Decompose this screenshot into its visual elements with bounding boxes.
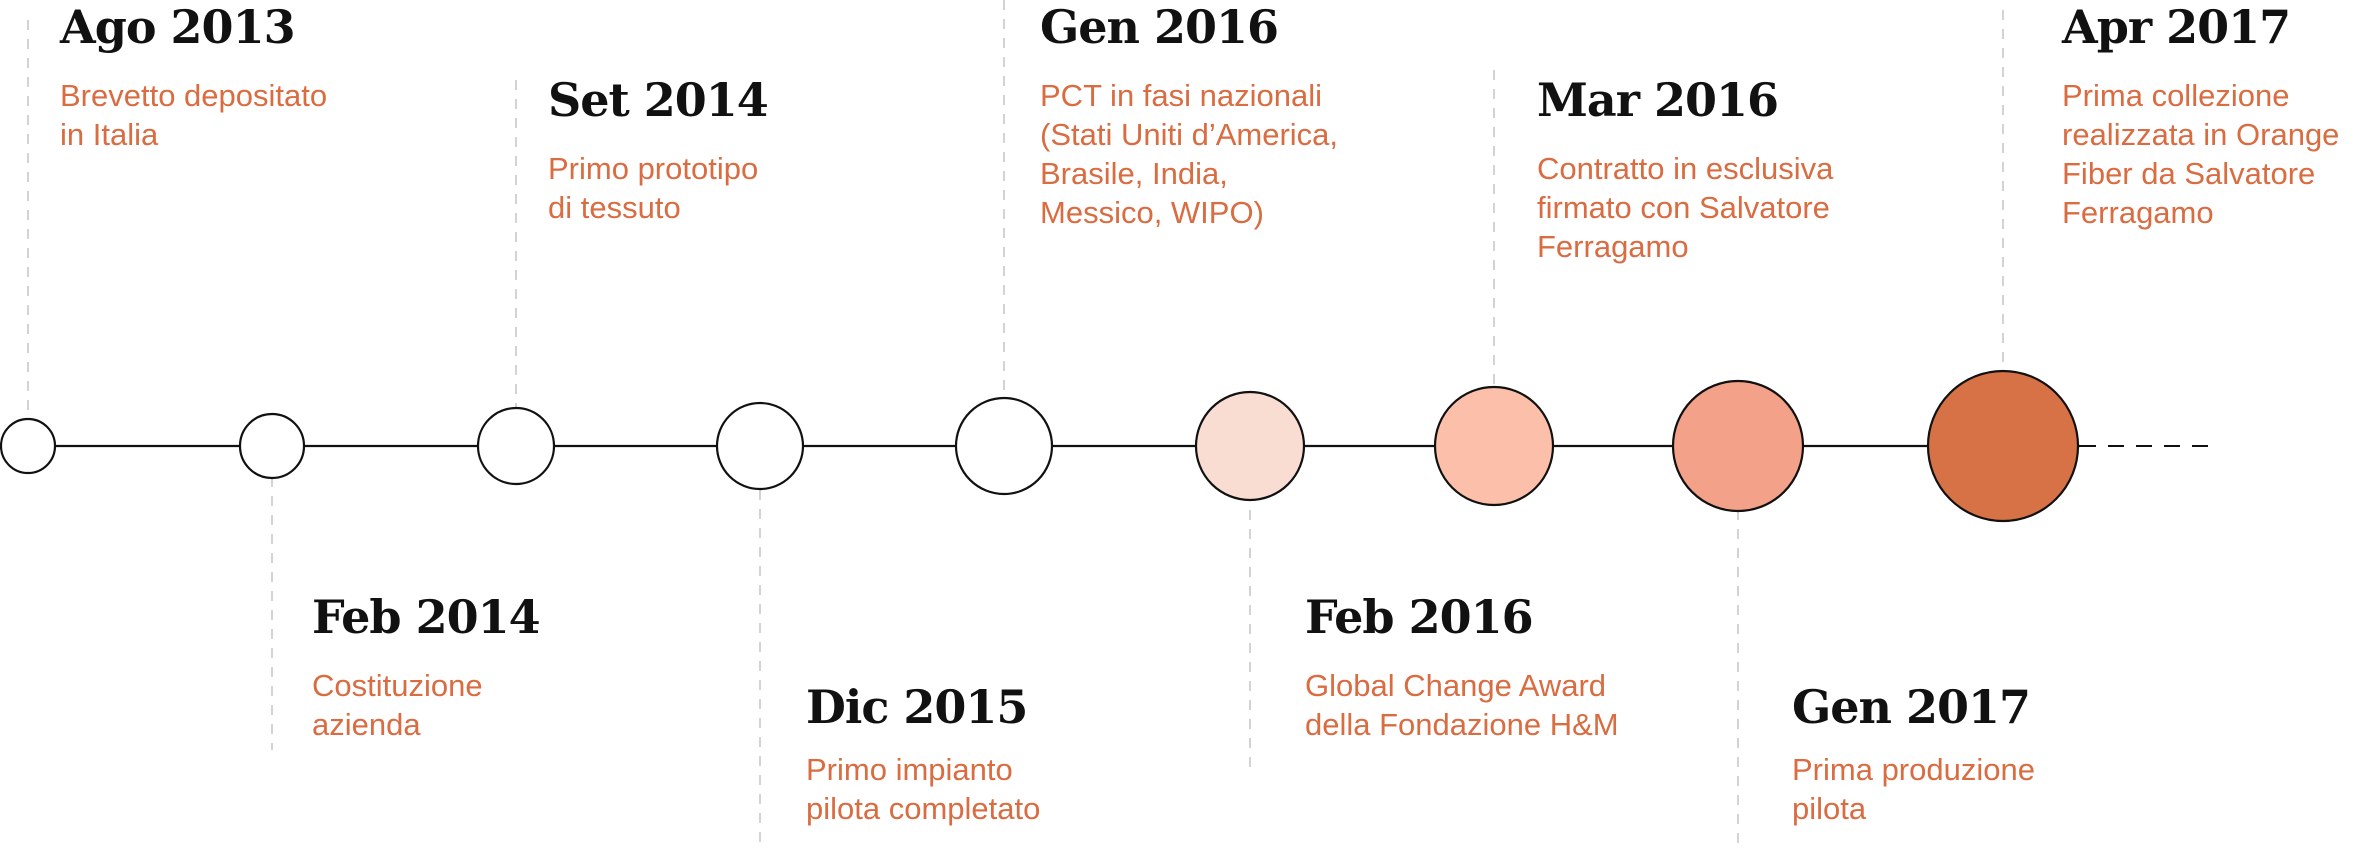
event-description: PCT in fasi nazionali (Stati Uniti d’Ame… [1040, 76, 1338, 232]
milestone-node [1194, 390, 1306, 502]
milestone-node [1433, 385, 1555, 507]
event-description-line: Brasile, India, [1040, 156, 1228, 191]
event-gen-2016: Gen 2016 PCT in fasi nazionali (Stati Un… [1040, 0, 1338, 232]
event-date: Feb 2016 [1305, 590, 1534, 644]
event-description-line: Ferragamo [2062, 195, 2214, 230]
event-date: Mar 2016 [1537, 73, 1779, 127]
event-description-line: Prima produzione [1792, 752, 2035, 787]
event-description-line: azienda [312, 707, 421, 742]
event-description-line: Brevetto depositato [60, 78, 328, 113]
event-date: Apr 2017 [2062, 0, 2291, 54]
event-description: Costituzione azienda [312, 666, 540, 744]
event-description-line: realizzata in Orange [2062, 117, 2340, 152]
event-description-line: in Italia [60, 117, 159, 152]
event-description-line: pilota [1792, 791, 1867, 826]
event-description-line: Ferragamo [1537, 229, 1689, 264]
event-description-line: firmato con Salvatore [1537, 190, 1830, 225]
milestone-node [476, 406, 556, 486]
event-set-2014: Set 2014 Primo prototipo di tessuto [548, 73, 769, 227]
event-description-line: Contratto in esclusiva [1537, 151, 1834, 186]
milestone-nodes [0, 369, 2080, 523]
event-date: Feb 2014 [312, 590, 541, 644]
event-description-line: Global Change Award [1305, 668, 1607, 703]
event-description: Prima collezione realizzata in Orange Fi… [2062, 76, 2339, 232]
event-description: Primo impianto pilota completato [806, 750, 1040, 828]
milestone-node [238, 412, 306, 480]
event-description-line: di tessuto [548, 190, 681, 225]
event-date: Ago 2013 [60, 0, 296, 54]
event-date: Set 2014 [548, 73, 769, 127]
event-date: Dic 2015 [806, 680, 1028, 734]
event-date: Gen 2017 [1792, 680, 2031, 734]
event-gen-2017: Gen 2017 Prima produzione pilota [1792, 680, 2035, 828]
event-description-line: Prima collezione [2062, 78, 2290, 113]
event-date: Gen 2016 [1040, 0, 1279, 54]
milestone-node [1671, 379, 1805, 513]
event-dic-2015: Dic 2015 Primo impianto pilota completat… [806, 680, 1040, 828]
event-description-line: Primo prototipo [548, 151, 759, 186]
guide-lines [27, 0, 2004, 849]
event-description: Contratto in esclusiva firmato con Salva… [1537, 149, 1833, 266]
event-description-line: Costituzione [312, 668, 483, 703]
event-description-line: della Fondazione H&M [1305, 707, 1619, 742]
event-description-line: Primo impianto [806, 752, 1013, 787]
event-description-line: (Stati Uniti d’America, [1040, 117, 1339, 152]
milestone-node [954, 396, 1054, 496]
event-feb-2016: Feb 2016 Global Change Award della Fonda… [1305, 590, 1619, 744]
milestone-node [0, 417, 57, 475]
milestone-node [1926, 369, 2080, 523]
event-description-line: pilota completato [806, 791, 1041, 826]
event-description-line: PCT in fasi nazionali [1040, 78, 1323, 113]
event-ago-2013: Ago 2013 Brevetto depositato in Italia [60, 0, 327, 154]
event-description: Global Change Award della Fondazione H&M [1305, 666, 1619, 744]
event-description: Brevetto depositato in Italia [60, 76, 327, 154]
event-apr-2017: Apr 2017 Prima collezione realizzata in … [2062, 0, 2339, 232]
event-mar-2016: Mar 2016 Contratto in esclusiva firmato … [1537, 73, 1833, 266]
event-description-line: Messico, WIPO) [1040, 195, 1264, 230]
event-description: Prima produzione pilota [1792, 750, 2035, 828]
event-feb-2014: Feb 2014 Costituzione azienda [312, 590, 541, 744]
milestone-node [715, 401, 805, 491]
event-description-line: Fiber da Salvatore [2062, 156, 2316, 191]
event-description: Primo prototipo di tessuto [548, 149, 768, 227]
